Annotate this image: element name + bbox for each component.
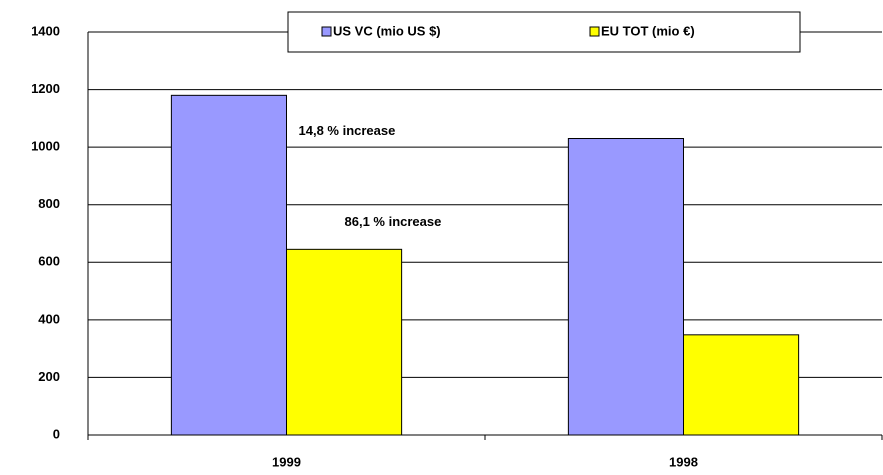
x-tick-label: 1999 xyxy=(272,454,301,469)
y-tick-label: 1200 xyxy=(31,81,60,96)
y-tick-label: 800 xyxy=(38,196,60,211)
bar xyxy=(286,248,403,436)
y-tick-label: 1000 xyxy=(31,139,60,154)
bar xyxy=(683,334,800,436)
y-tick-label: 600 xyxy=(38,254,60,269)
annotation: 86,1 % increase xyxy=(345,214,442,229)
x-tick-label: 1998 xyxy=(669,454,698,469)
bar xyxy=(567,138,684,436)
bar xyxy=(170,94,287,436)
y-tick-label: 400 xyxy=(38,311,60,326)
y-tick-label: 200 xyxy=(38,369,60,384)
legend-swatch xyxy=(321,26,332,37)
annotation: 14,8 % increase xyxy=(299,123,396,138)
legend-swatch xyxy=(589,26,600,37)
legend-label: US VC (mio US $) xyxy=(333,23,441,38)
y-tick-label: 0 xyxy=(53,426,60,441)
legend-box xyxy=(287,11,801,53)
legend-label: EU TOT (mio €) xyxy=(601,23,695,38)
y-tick-label: 1400 xyxy=(31,23,60,38)
